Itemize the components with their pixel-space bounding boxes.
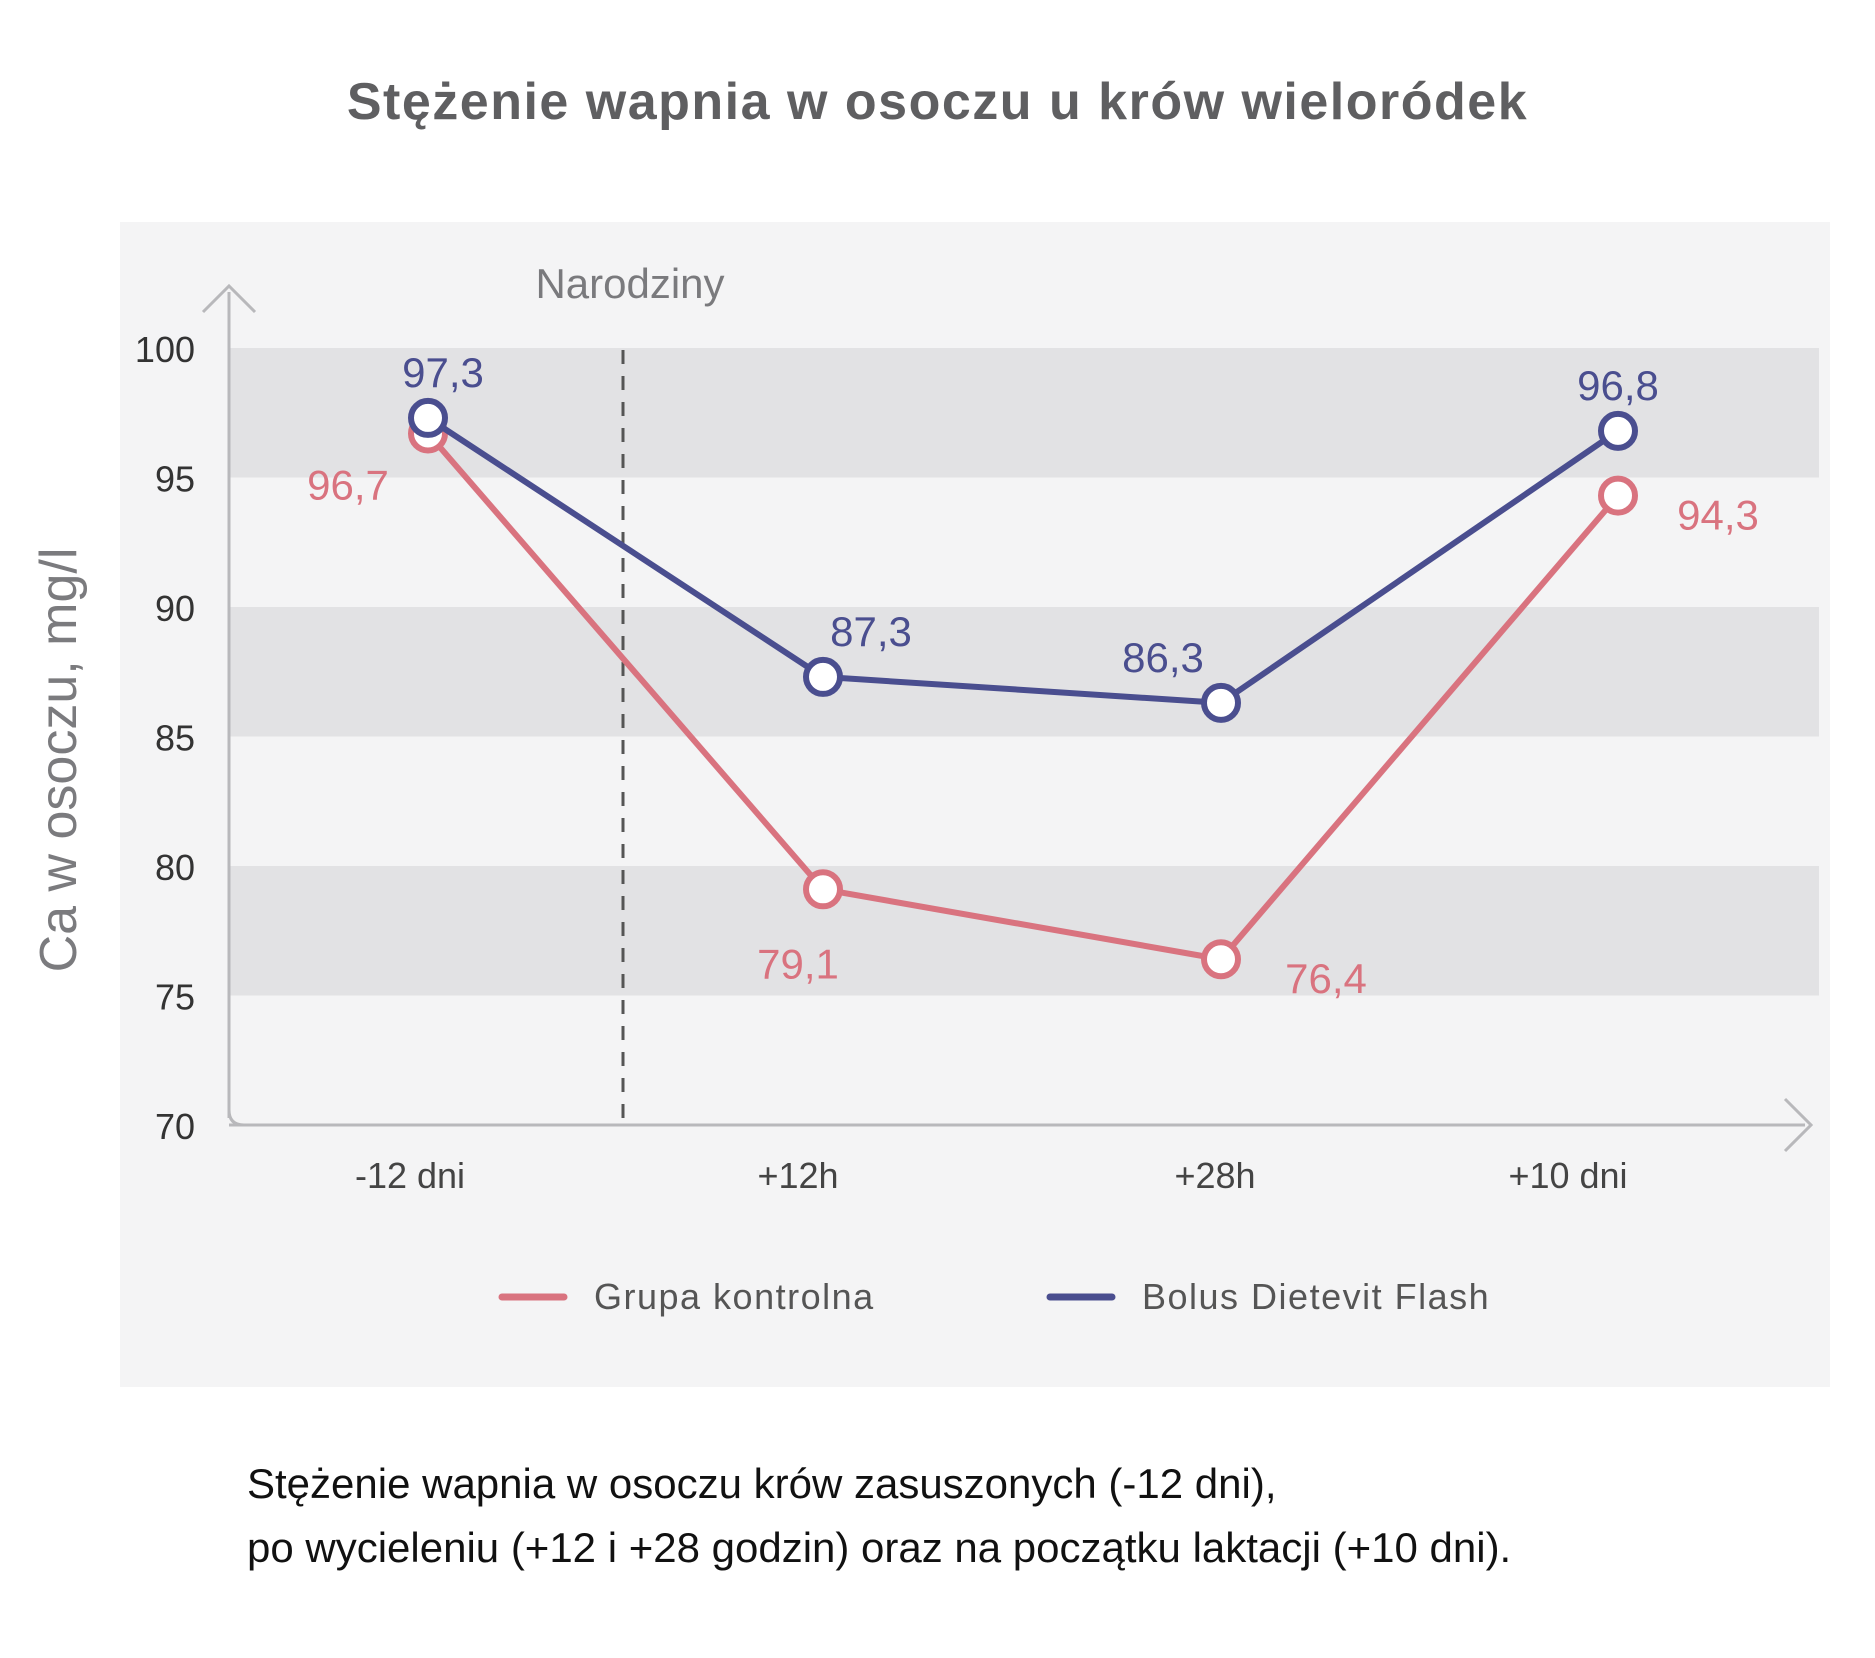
data-label: 86,3 <box>1122 634 1204 681</box>
y-tick-label: 75 <box>155 977 195 1018</box>
series-line <box>425 414 1621 706</box>
data-point <box>1598 475 1638 516</box>
data-label: 87,3 <box>830 608 912 655</box>
data-label: 79,1 <box>757 940 839 987</box>
y-axis-arrow <box>201 283 257 314</box>
y-tick-label: 90 <box>155 588 195 629</box>
axis-corner <box>227 1109 245 1127</box>
y-tick-label: 100 <box>135 329 195 370</box>
legend-label: Grupa kontrolna <box>594 1276 875 1317</box>
legend-item: Grupa kontrolna <box>498 1276 875 1317</box>
data-point <box>1201 939 1241 980</box>
data-label: 94,3 <box>1677 492 1759 539</box>
chart-svg: 70 75 80 85 90 95 100 -12 dni +12h +28h +10 dni C… <box>30 260 1819 1317</box>
data-label: 96,8 <box>1577 362 1659 409</box>
x-axis-arrow <box>1783 1097 1814 1153</box>
background-band-0 <box>229 348 1819 478</box>
data-label: 76,4 <box>1285 955 1367 1002</box>
data-point <box>803 869 843 910</box>
series-bolus: 97,3 87,3 86,3 96,8 <box>402 349 1659 723</box>
x-tick-labels: -12 dni +12h +28h +10 dni <box>355 1155 1628 1196</box>
legend: Grupa kontrolna Bolus Dietevit Flash <box>498 1276 1490 1317</box>
y-tick-label: 70 <box>155 1106 195 1147</box>
series-line <box>425 430 1621 963</box>
data-point <box>408 397 448 438</box>
data-label: 97,3 <box>402 349 484 396</box>
data-point <box>1598 410 1638 451</box>
chart-title: Stężenie wapnia w osoczu u krów wieloród… <box>346 73 1529 131</box>
data-point <box>803 656 843 697</box>
caption-line-1: Stężenie wapnia w osoczu krów zasuszonyc… <box>247 1460 1277 1507</box>
birth-annotation: Narodziny <box>535 260 725 1120</box>
series-layer: 96,7 79,1 76,4 94,3 97,3 87,3 86,3 96,8 <box>307 349 1759 1002</box>
y-tick-label: 95 <box>155 459 195 500</box>
axes <box>201 283 1814 1153</box>
y-tick-label: 85 <box>155 718 195 759</box>
x-tick-label: +12h <box>757 1155 838 1196</box>
data-point <box>1201 682 1241 723</box>
y-tick-labels: 70 75 80 85 90 95 100 <box>135 329 195 1147</box>
x-tick-label: -12 dni <box>355 1155 465 1196</box>
x-tick-label: +28h <box>1174 1155 1255 1196</box>
legend-label: Bolus Dietevit Flash <box>1142 1276 1490 1317</box>
x-tick-label: +10 dni <box>1508 1155 1627 1196</box>
y-tick-label: 80 <box>155 847 195 888</box>
background-band-1 <box>229 607 1819 737</box>
data-label: 96,7 <box>307 461 389 508</box>
legend-item: Bolus Dietevit Flash <box>1046 1276 1490 1317</box>
birth-marker-label: Narodziny <box>535 260 724 307</box>
background-band-2 <box>229 866 1819 996</box>
y-axis-label: Ca w osoczu, mg/l <box>30 548 88 973</box>
caption: Stężenie wapnia w osoczu krów zasuszonyc… <box>247 1452 1511 1580</box>
background-bands <box>229 348 1819 996</box>
caption-line-2: po wycieleniu (+12 i +28 godzin) oraz na… <box>247 1524 1512 1571</box>
